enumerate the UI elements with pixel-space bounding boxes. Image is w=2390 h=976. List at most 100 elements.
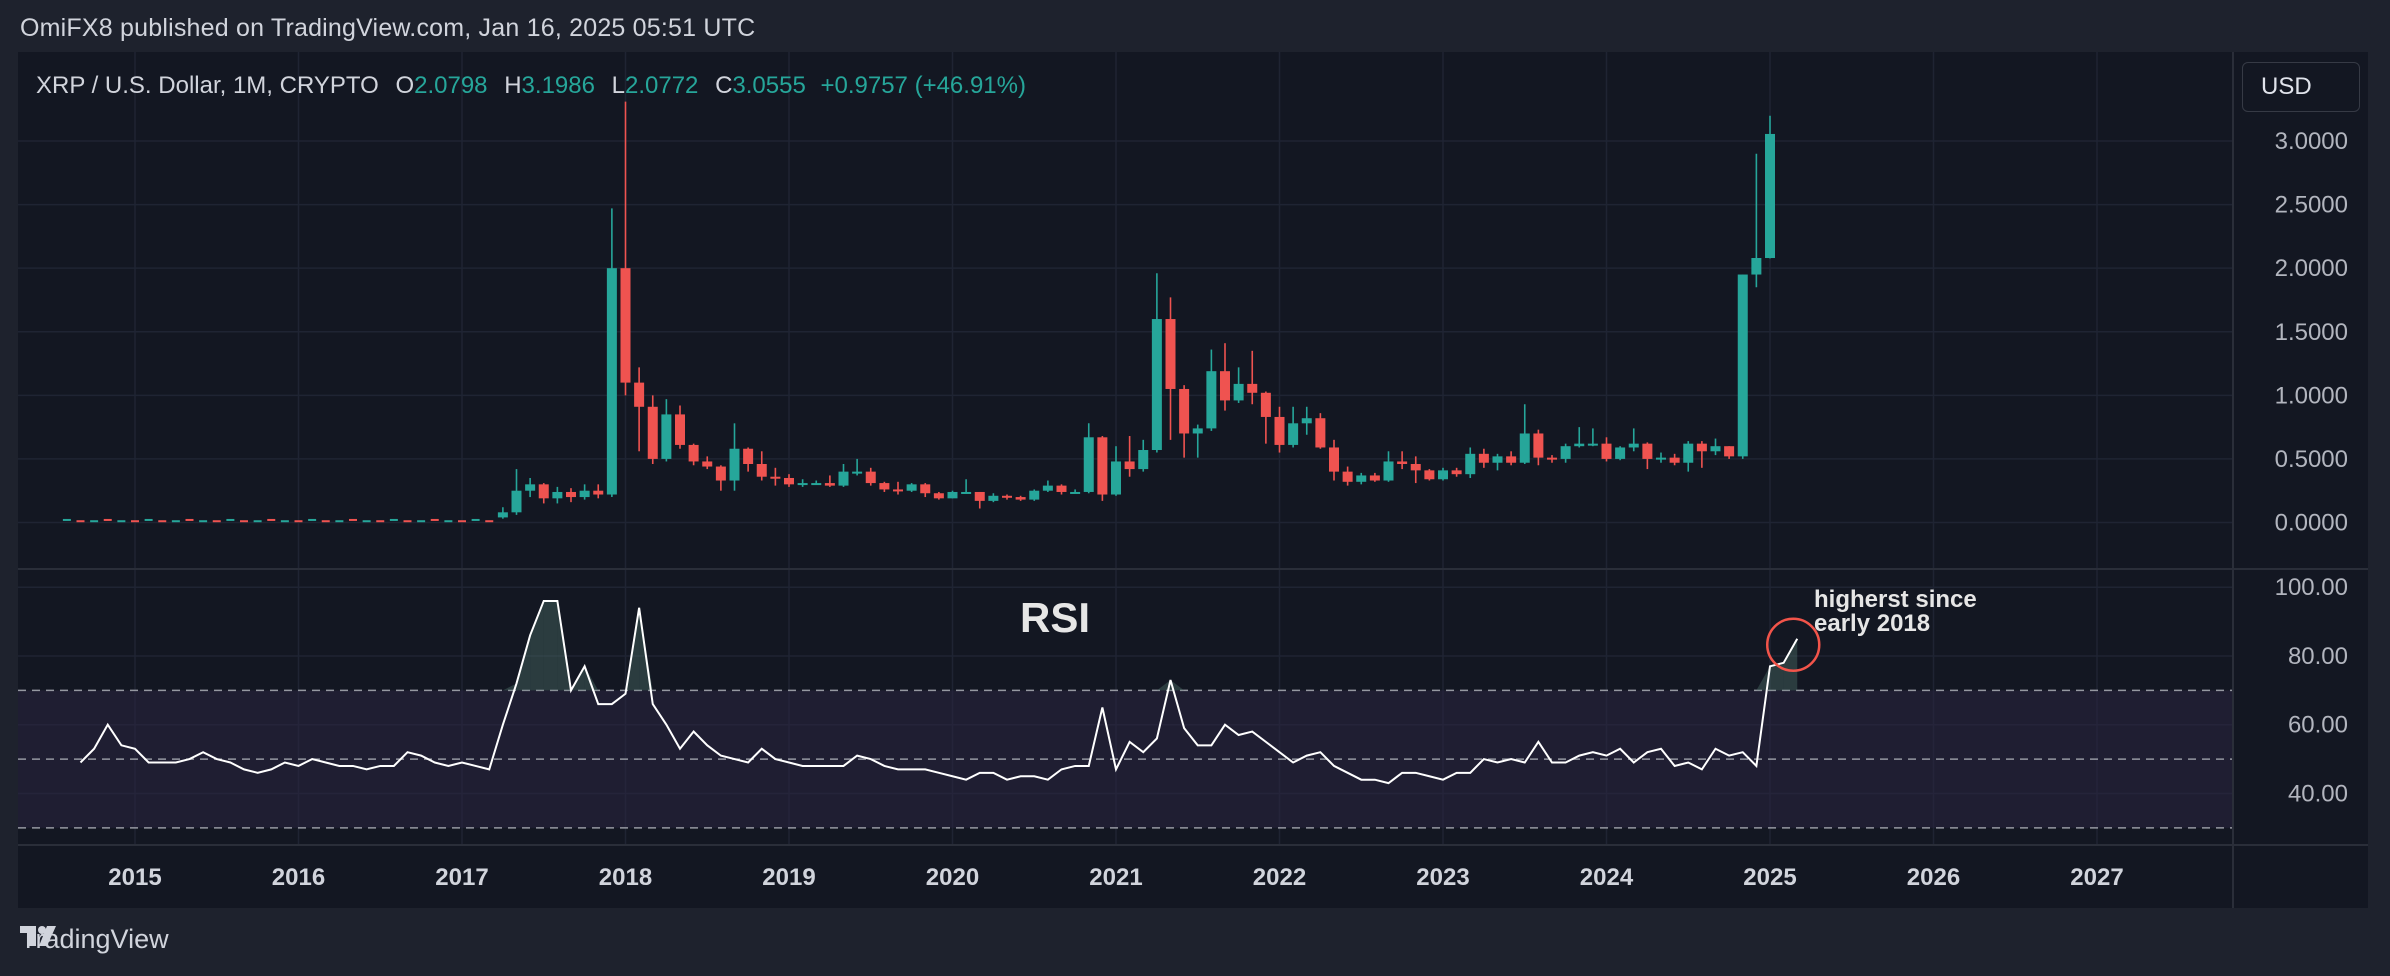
tradingview-logo-icon [20, 926, 56, 946]
candle-body [865, 471, 876, 484]
candle-body [756, 464, 767, 477]
high-label: H [504, 72, 522, 99]
candle-body [1274, 416, 1285, 445]
candle-body [770, 476, 781, 479]
candle-body [1601, 443, 1612, 459]
candle-body [1015, 497, 1026, 500]
candle-body [1111, 461, 1121, 495]
candle-body [1383, 461, 1394, 481]
candle-body [1206, 371, 1217, 429]
candle-body [1615, 447, 1626, 459]
candle-body [947, 491, 958, 499]
candle-body [1751, 258, 1762, 275]
time-tick-label: 2018 [599, 864, 652, 891]
price-tick-label: 3.0000 [2275, 128, 2348, 155]
candle-body [1438, 470, 1448, 480]
candle-body [1724, 446, 1735, 457]
price-tick-label: 0.0000 [2275, 509, 2348, 536]
rsi-annotation: higherst since early 2018 [1814, 588, 1977, 636]
time-tick-label: 2023 [1416, 864, 1469, 891]
price-tick-label: 1.0000 [2275, 382, 2348, 409]
price-candles [62, 101, 1775, 523]
candle-body [1220, 371, 1230, 401]
rsi-overbought-fill [1156, 680, 1171, 691]
candle-body [797, 483, 808, 486]
candle-body [1465, 453, 1476, 475]
symbol-legend: XRP / U.S. Dollar, 1M, CRYPTO O2.0798 H3… [36, 72, 1026, 100]
candle-body [1656, 457, 1666, 460]
candle-body [525, 484, 536, 491]
candle-body [688, 444, 699, 462]
candle-body [1029, 490, 1040, 500]
candle-body [511, 490, 522, 513]
candle-body [988, 495, 999, 501]
candle-body [647, 406, 658, 459]
time-tick-label: 2016 [272, 864, 325, 891]
rsi-overbought-fill [584, 666, 599, 691]
candle-body [933, 493, 944, 499]
rsi-title: RSI [1020, 594, 1091, 641]
candle-body [1315, 418, 1326, 448]
candle-body [1097, 437, 1108, 495]
rsi-line [79, 599, 1799, 785]
candle-body [702, 461, 713, 467]
symbol-name: XRP / U.S. Dollar, 1M, CRYPTO [36, 72, 379, 99]
chart-canvas[interactable]: 3.0000 2.5000 2.0000 1.5000 1.0000 0.5000 0.00… [18, 52, 2368, 908]
currency-button[interactable]: USD [2242, 62, 2360, 112]
candle-body [906, 484, 917, 491]
candle-body [1696, 443, 1707, 452]
footer-brand[interactable]: TradingView [20, 924, 169, 955]
candle-body [1492, 456, 1503, 463]
candle-body [1002, 495, 1012, 498]
rsi-overbought-fill [1170, 680, 1185, 691]
candle-body [1574, 443, 1585, 447]
candle-body [879, 483, 890, 490]
candle-body [1683, 443, 1694, 463]
time-tick-label: 2022 [1253, 864, 1306, 891]
open-label: O [395, 72, 415, 99]
change-value: +0.9757 (+46.91%) [820, 72, 1026, 99]
annotation-line-1: higherst since [1814, 586, 1977, 613]
candle-body [1451, 470, 1462, 475]
rsi-overbought-fill [502, 683, 517, 691]
candle-body [1710, 446, 1721, 452]
candle-body [579, 490, 590, 498]
candle-body [497, 512, 508, 518]
rsi-tick-label: 60.00 [2288, 712, 2348, 739]
close-label: C [715, 72, 733, 99]
publisher-line: OmiFX8 published on TradingView.com, Jan… [20, 14, 756, 42]
chart-area[interactable]: 3.0000 2.5000 2.0000 1.5000 1.0000 0.5000 0.00… [18, 52, 2368, 908]
low-label: L [611, 72, 625, 99]
candle-body [811, 483, 822, 486]
candle-body [1247, 383, 1258, 393]
candle-body [729, 448, 740, 481]
candle-body [1329, 447, 1339, 472]
time-tick-label: 2021 [1089, 864, 1142, 891]
candle-body [838, 471, 849, 486]
annotation-circle [1766, 617, 1821, 672]
candle-body [824, 483, 835, 486]
candle-body [961, 491, 972, 494]
candle-body [893, 489, 903, 492]
time-tick-label: 2017 [435, 864, 488, 891]
candle-body [1397, 461, 1408, 464]
candle-body [620, 268, 631, 383]
candle-body [1301, 418, 1312, 424]
time-tick-label: 2027 [2070, 864, 2123, 891]
rsi-tick-label: 40.00 [2288, 780, 2348, 807]
candle-body [1342, 471, 1353, 482]
candle-body [1233, 383, 1244, 401]
candle-body [566, 491, 576, 498]
price-tick-label: 1.5000 [2275, 319, 2348, 346]
rsi-overbought-fill [543, 600, 558, 691]
candle-body [1587, 443, 1598, 446]
candle-body [552, 491, 563, 499]
annotation-line-2: early 2018 [1814, 610, 1931, 637]
candle-body [1288, 423, 1299, 445]
rsi-band-layer [18, 689, 2233, 829]
candle-body [1506, 456, 1517, 463]
price-tick-label: 2.5000 [2275, 192, 2348, 219]
candle-body [974, 491, 985, 501]
candle-body [634, 382, 645, 407]
candle-body [1628, 443, 1639, 448]
